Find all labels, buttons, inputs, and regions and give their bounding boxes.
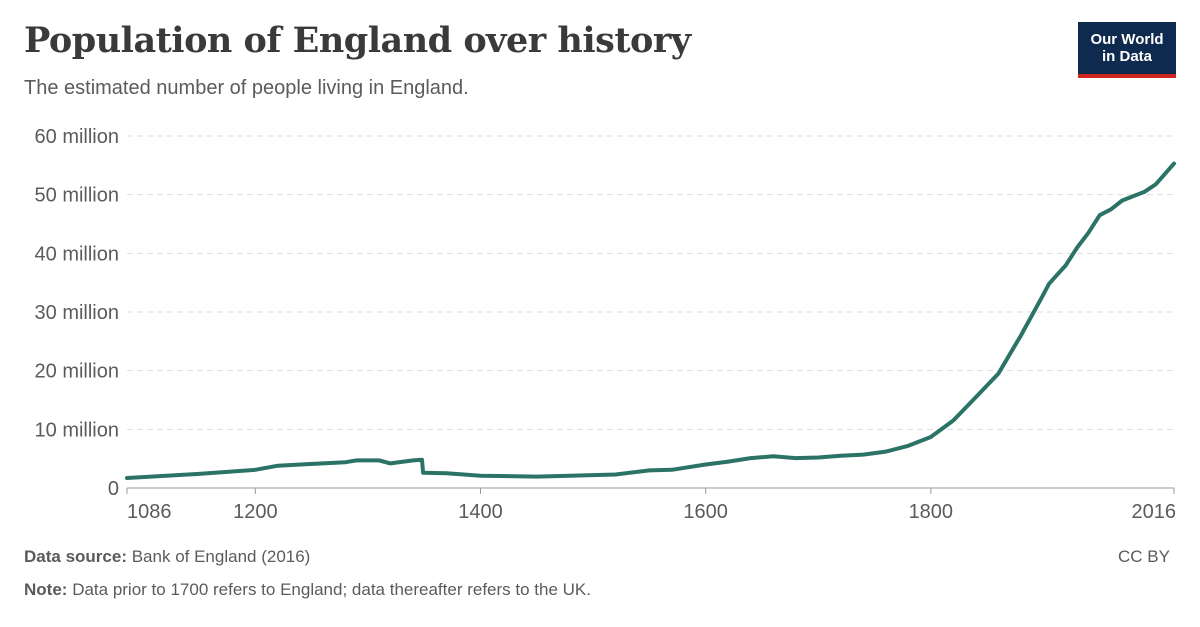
note-text: Data prior to 1700 refers to England; da… <box>72 580 591 599</box>
license-link[interactable]: CC BY <box>1118 547 1170 566</box>
chart-subtitle: The estimated number of people living in… <box>24 77 469 99</box>
data-source-label: Data source: <box>24 547 127 566</box>
x-tick-label: 1800 <box>909 501 954 523</box>
y-tick-label: 0 <box>108 478 119 500</box>
x-tick-label: 1086 <box>127 501 172 523</box>
y-axis-labels: 0 10 million 20 million 30 million 40 millio… <box>35 126 119 500</box>
note-label: Note: <box>24 580 68 599</box>
series-layer <box>125 161 1176 480</box>
y-tick-label: 30 million <box>35 302 119 324</box>
y-tick-label: 40 million <box>35 243 119 265</box>
x-axis: 1086 1200 1400 1600 1800 2016 <box>126 487 1177 523</box>
our-world-in-data-logo[interactable]: Our World in Data <box>1078 22 1176 78</box>
x-tick-label: 1600 <box>683 501 728 523</box>
chart-note: Note: Data prior to 1700 refers to Engla… <box>24 580 591 600</box>
y-tick-label: 20 million <box>35 361 119 383</box>
gridlines <box>127 135 1174 430</box>
series-line[interactable] <box>125 161 1176 480</box>
x-tick-label: 1400 <box>458 501 503 523</box>
data-source-link[interactable]: Bank of England (2016) <box>131 547 311 566</box>
x-tick-label: 2016 <box>1132 501 1177 523</box>
chart-title: Population of England over history <box>24 20 691 61</box>
data-source: Data source: Bank of England (2016) <box>24 547 310 567</box>
logo-line-2: in Data <box>1101 48 1152 65</box>
logo-line-1: Our World <box>1090 31 1164 48</box>
y-tick-label: 10 million <box>35 419 119 441</box>
y-tick-label: 60 million <box>35 126 119 148</box>
x-tick-label: 1200 <box>233 501 278 523</box>
y-tick-label: 50 million <box>35 185 119 207</box>
